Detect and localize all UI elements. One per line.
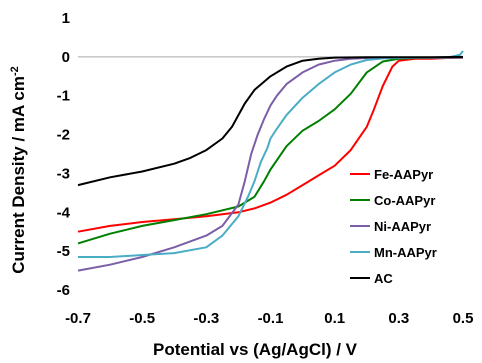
legend: Fe-AAPyr Co-AAPyr Ni-AAPyr Mn-AAPyr AC <box>350 167 437 286</box>
x-tick-labels: -0.7 -0.5 -0.3 -0.1 0.1 0.3 0.5 <box>65 310 473 327</box>
y-axis-title-main: Current Density / mA cm <box>9 76 28 274</box>
y-tick-label: -6 <box>57 282 70 299</box>
y-tick-label: -2 <box>57 127 70 144</box>
x-tick-label: 0.3 <box>388 310 409 327</box>
y-tick-labels: 1 0 -1 -2 -3 -4 -5 -6 <box>57 10 71 299</box>
y-axis-title: Current Density / mA cm-2 <box>9 66 28 274</box>
y-tick-label: 1 <box>62 10 70 27</box>
series-line-ac <box>77 55 464 187</box>
legend-label: AC <box>374 271 393 286</box>
x-tick-label: -0.5 <box>129 310 155 327</box>
y-tick-label: -1 <box>57 88 70 105</box>
x-tick-label: 0.5 <box>453 310 474 327</box>
series-line-co-aapyr <box>77 56 463 245</box>
series-line-ni-aapyr <box>77 56 463 272</box>
x-axis-title: Potential vs (Ag/AgCl) / V <box>153 340 358 359</box>
legend-label: Co-AAPyr <box>374 193 435 208</box>
x-tick-label: -0.7 <box>65 310 91 327</box>
x-tick-label: -0.3 <box>193 310 219 327</box>
legend-label: Fe-AAPyr <box>374 167 433 182</box>
x-tick-label: 0.1 <box>324 310 345 327</box>
legend-label: Ni-AAPyr <box>374 219 431 234</box>
y-tick-label: -4 <box>57 204 71 221</box>
y-tick-label: -5 <box>57 243 70 260</box>
y-tick-label: -3 <box>57 165 70 182</box>
y-axis-title-sup: -2 <box>9 66 21 76</box>
y-tick-label: 0 <box>62 49 70 66</box>
series-lines <box>77 50 464 272</box>
x-tick-label: -0.1 <box>258 310 284 327</box>
legend-label: Mn-AAPyr <box>374 245 437 260</box>
